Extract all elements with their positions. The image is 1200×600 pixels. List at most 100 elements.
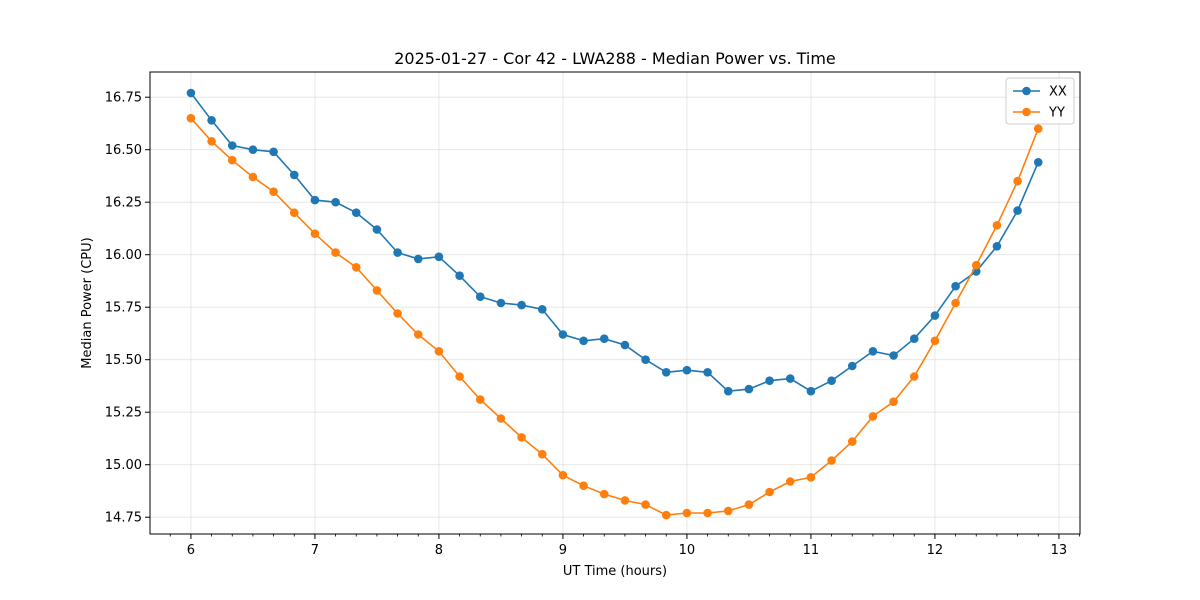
data-point-xx bbox=[703, 368, 712, 377]
data-point-xx bbox=[1013, 206, 1022, 215]
data-point-yy bbox=[661, 510, 671, 520]
data-point-yy bbox=[620, 496, 630, 505]
data-point-xx bbox=[1033, 158, 1043, 167]
data-point-xx bbox=[227, 141, 237, 150]
data-point-xx bbox=[661, 368, 671, 377]
data-point-yy bbox=[455, 372, 464, 381]
data-point-yy bbox=[558, 470, 568, 480]
data-point-yy bbox=[641, 500, 650, 509]
data-point-yy bbox=[579, 481, 588, 491]
x-tick-label: 12 bbox=[927, 543, 944, 558]
data-point-xx bbox=[641, 355, 650, 365]
data-point-yy bbox=[744, 500, 754, 509]
data-point-xx bbox=[599, 334, 609, 344]
data-point-xx bbox=[248, 145, 258, 154]
data-point-yy bbox=[951, 298, 960, 308]
data-point-xx bbox=[868, 347, 878, 356]
data-point-xx bbox=[909, 334, 919, 344]
legend: XX YY bbox=[1005, 77, 1075, 125]
data-point-xx bbox=[847, 361, 857, 371]
data-point-yy bbox=[475, 395, 485, 404]
data-point-xx bbox=[517, 300, 526, 310]
x-tick-label: 13 bbox=[1051, 543, 1068, 558]
x-tick-label: 11 bbox=[803, 543, 820, 558]
data-point-yy bbox=[269, 187, 278, 196]
data-point-yy bbox=[351, 263, 361, 272]
data-point-xx bbox=[930, 311, 940, 320]
data-point-yy bbox=[434, 347, 444, 356]
data-point-yy bbox=[227, 155, 237, 165]
data-point-yy bbox=[827, 456, 836, 465]
y-tick-label: 15.00 bbox=[105, 458, 142, 473]
x-tick-label: 6 bbox=[187, 543, 195, 558]
data-point-xx bbox=[475, 292, 485, 302]
data-point-xx bbox=[269, 147, 278, 157]
data-point-xx bbox=[806, 386, 816, 396]
y-axis-title: Median Power (CPU) bbox=[80, 237, 95, 368]
data-point-xx bbox=[785, 374, 795, 383]
data-point-yy bbox=[1033, 124, 1043, 133]
x-tick-label: 10 bbox=[679, 543, 696, 558]
data-point-xx bbox=[434, 252, 444, 262]
data-point-yy bbox=[682, 508, 692, 518]
data-point-xx bbox=[765, 376, 774, 386]
data-point-yy bbox=[413, 330, 423, 339]
data-point-yy bbox=[248, 172, 258, 182]
y-tick-label: 16.25 bbox=[105, 196, 142, 211]
data-point-xx bbox=[496, 298, 506, 308]
x-tick-label: 9 bbox=[559, 543, 567, 558]
x-axis-title: UT Time (hours) bbox=[563, 564, 667, 579]
y-tick-label: 16.00 bbox=[105, 248, 142, 263]
x-tick-label: 7 bbox=[311, 543, 319, 558]
data-point-xx bbox=[889, 351, 898, 360]
data-point-yy bbox=[868, 412, 878, 421]
series-line-yy bbox=[190, 117, 1039, 516]
data-point-xx bbox=[393, 248, 402, 257]
y-tick-label: 14.75 bbox=[105, 511, 142, 526]
data-point-xx bbox=[372, 225, 382, 234]
data-point-xx bbox=[455, 271, 464, 281]
data-point-xx bbox=[186, 88, 196, 98]
data-point-yy bbox=[331, 248, 340, 257]
data-point-xx bbox=[992, 242, 1002, 251]
data-point-xx bbox=[579, 336, 588, 346]
data-point-xx bbox=[289, 170, 299, 180]
data-point-xx bbox=[744, 384, 754, 394]
data-point-xx bbox=[413, 254, 423, 264]
data-point-yy bbox=[517, 433, 526, 442]
data-point-xx bbox=[682, 365, 692, 375]
data-point-xx bbox=[951, 281, 960, 291]
data-point-yy bbox=[930, 336, 940, 346]
data-point-xx bbox=[558, 330, 568, 339]
data-point-xx bbox=[537, 305, 547, 314]
data-point-yy bbox=[186, 113, 196, 123]
data-point-xx bbox=[310, 195, 320, 205]
series-layer bbox=[186, 88, 1043, 520]
data-point-yy bbox=[785, 477, 795, 486]
data-point-xx bbox=[331, 197, 340, 207]
y-tick-label: 16.75 bbox=[105, 91, 142, 106]
data-point-yy bbox=[806, 473, 816, 482]
data-point-xx bbox=[351, 208, 361, 217]
data-point-yy bbox=[599, 489, 609, 499]
grid-layer bbox=[150, 72, 1080, 534]
legend-marker-xx bbox=[1022, 86, 1031, 96]
data-point-yy bbox=[723, 506, 733, 516]
data-point-yy bbox=[310, 229, 320, 238]
data-point-xx bbox=[827, 376, 836, 386]
data-point-yy bbox=[289, 208, 299, 217]
data-point-yy bbox=[496, 414, 506, 423]
data-point-yy bbox=[971, 260, 981, 270]
data-point-yy bbox=[909, 372, 919, 381]
data-point-yy bbox=[847, 437, 857, 446]
legend-label-xx: XX bbox=[1049, 85, 1067, 100]
data-point-yy bbox=[703, 508, 712, 518]
data-point-yy bbox=[889, 397, 898, 407]
y-tick-label: 15.75 bbox=[105, 301, 142, 316]
data-point-xx bbox=[723, 386, 733, 396]
data-point-xx bbox=[620, 340, 630, 350]
x-tick-label: 8 bbox=[435, 543, 443, 558]
y-tick-label: 16.50 bbox=[105, 143, 142, 158]
legend-label-yy: YY bbox=[1048, 106, 1065, 121]
